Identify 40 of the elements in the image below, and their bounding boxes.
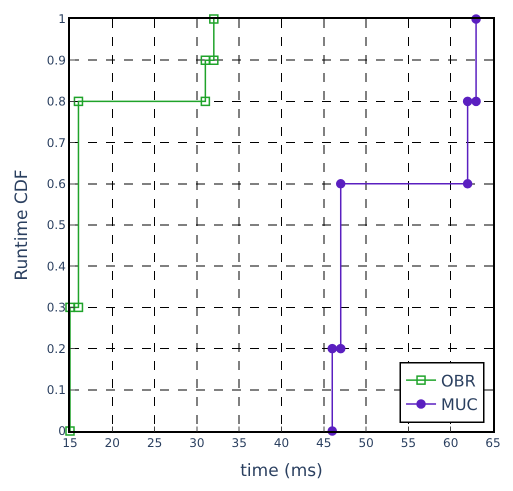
x-tick-label: 15 bbox=[62, 436, 78, 450]
legend-label: OBR bbox=[441, 371, 476, 390]
x-tick-label: 20 bbox=[104, 436, 120, 450]
point bbox=[471, 96, 481, 106]
point bbox=[462, 179, 472, 189]
y-tick-label: 0.9 bbox=[46, 53, 66, 68]
y-tick-label: 0.6 bbox=[46, 177, 66, 191]
point bbox=[74, 96, 84, 106]
point bbox=[328, 344, 338, 354]
point bbox=[209, 14, 219, 24]
x-tick-label: 30 bbox=[189, 436, 205, 450]
y-axis-title: Runtime CDF bbox=[12, 169, 32, 281]
x-tick-label: 35 bbox=[232, 436, 247, 450]
y-tick-label: 0.3 bbox=[46, 300, 66, 315]
point bbox=[336, 179, 346, 189]
point bbox=[336, 344, 346, 354]
x-tick-label: 25 bbox=[146, 436, 162, 450]
y-tick-label: 0.5 bbox=[46, 218, 66, 232]
point bbox=[200, 96, 210, 106]
y-tick-label: 0.7 bbox=[46, 136, 66, 150]
x-tick-label: 45 bbox=[316, 436, 332, 450]
y-tick-label: 1 bbox=[58, 12, 66, 26]
x-tick-label: 50 bbox=[358, 436, 374, 450]
x-tick-label: 40 bbox=[274, 436, 290, 450]
y-tick-label: 0.8 bbox=[46, 94, 66, 109]
point bbox=[200, 55, 210, 65]
point bbox=[65, 426, 75, 436]
legend-label: MUC bbox=[441, 395, 478, 414]
x-axis-title: time (ms) bbox=[240, 461, 323, 482]
y-tick-label: 0.2 bbox=[46, 342, 66, 356]
y-tick-label: 0.4 bbox=[46, 259, 66, 274]
x-tick-label: 65 bbox=[485, 436, 501, 450]
point bbox=[462, 96, 472, 106]
point bbox=[65, 302, 75, 312]
y-tick-label: 0.1 bbox=[46, 383, 66, 397]
x-tick-label: 55 bbox=[400, 436, 416, 450]
point bbox=[74, 302, 84, 312]
point bbox=[209, 55, 219, 65]
y-tick-label: 0 bbox=[58, 424, 66, 438]
x-tick-label: 60 bbox=[443, 436, 458, 450]
